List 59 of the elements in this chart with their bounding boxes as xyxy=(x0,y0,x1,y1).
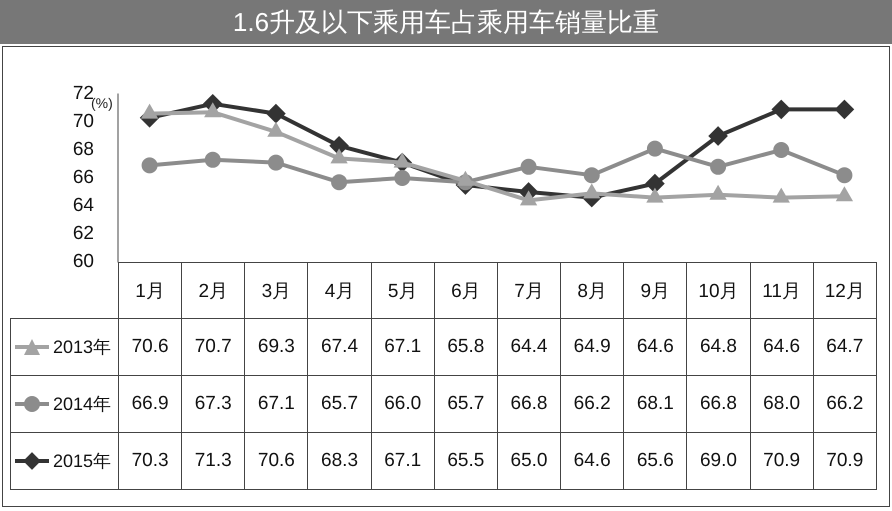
data-label: 65.5 xyxy=(434,432,498,490)
legend-label: 2014年 xyxy=(53,394,112,414)
data-label: 68.3 xyxy=(308,432,372,490)
x-tick-label: 12月 xyxy=(813,262,876,318)
data-label: 64.9 xyxy=(560,318,624,376)
y-tick-label: 62 xyxy=(72,223,94,244)
data-label: 65.8 xyxy=(434,318,498,376)
data-label: 67.1 xyxy=(244,376,308,432)
y-tick-label: 70 xyxy=(72,111,94,132)
legend-label: 2013年 xyxy=(53,337,112,357)
data-label: 66.2 xyxy=(560,376,624,432)
data-label: 67.4 xyxy=(308,318,372,376)
data-label: 67.3 xyxy=(182,376,245,432)
y-tick-label: 60 xyxy=(72,251,94,272)
x-tick-label: 5月 xyxy=(371,262,434,318)
data-label: 66.9 xyxy=(118,376,182,432)
y-tick-label: 66 xyxy=(72,167,94,188)
data-label: 70.9 xyxy=(750,432,814,490)
x-tick-label: 8月 xyxy=(560,262,624,318)
y-tick-label: 68 xyxy=(72,139,94,160)
data-label: 64.6 xyxy=(560,432,624,490)
x-tick-label: 2月 xyxy=(182,262,245,318)
x-tick-label: 3月 xyxy=(244,262,308,318)
x-tick-label: 4月 xyxy=(308,262,372,318)
chart-title: 1.6升及以下乘用车占乘用车销量比重 xyxy=(0,0,892,44)
x-tick-label: 7月 xyxy=(497,262,561,318)
data-label: 64.6 xyxy=(624,318,687,376)
data-label: 69.3 xyxy=(244,318,308,376)
data-label: 66.8 xyxy=(686,376,750,432)
legend-label: 2015年 xyxy=(53,451,112,471)
data-label: 70.6 xyxy=(118,318,182,376)
x-tick-label: 9月 xyxy=(624,262,687,318)
data-label: 68.1 xyxy=(624,376,687,432)
x-tick-label: 6月 xyxy=(434,262,498,318)
data-label: 70.6 xyxy=(244,432,308,490)
data-label: 67.1 xyxy=(371,318,434,376)
data-label: 66.0 xyxy=(371,376,434,432)
data-label: 70.3 xyxy=(118,432,182,490)
data-label: 65.7 xyxy=(308,376,372,432)
data-label: 69.0 xyxy=(686,432,750,490)
data-label: 64.4 xyxy=(497,318,561,376)
data-label: 64.7 xyxy=(813,318,876,376)
data-label: 70.9 xyxy=(813,432,876,490)
data-label: 68.0 xyxy=(750,376,814,432)
data-label: 65.7 xyxy=(434,376,498,432)
y-tick-label: 64 xyxy=(72,195,94,216)
data-label: 64.8 xyxy=(686,318,750,376)
x-tick-label: 11月 xyxy=(750,262,814,318)
data-label: 67.1 xyxy=(371,432,434,490)
data-label: 66.2 xyxy=(813,376,876,432)
data-label: 65.0 xyxy=(497,432,561,490)
data-label: 66.8 xyxy=(497,376,561,432)
x-tick-label: 1月 xyxy=(118,262,182,318)
data-label: 64.6 xyxy=(750,318,814,376)
data-label: 65.6 xyxy=(624,432,687,490)
data-label: 71.3 xyxy=(182,432,245,490)
y-axis-title: (%) xyxy=(91,94,113,111)
x-tick-label: 10月 xyxy=(686,262,750,318)
data-label: 70.7 xyxy=(182,318,245,376)
